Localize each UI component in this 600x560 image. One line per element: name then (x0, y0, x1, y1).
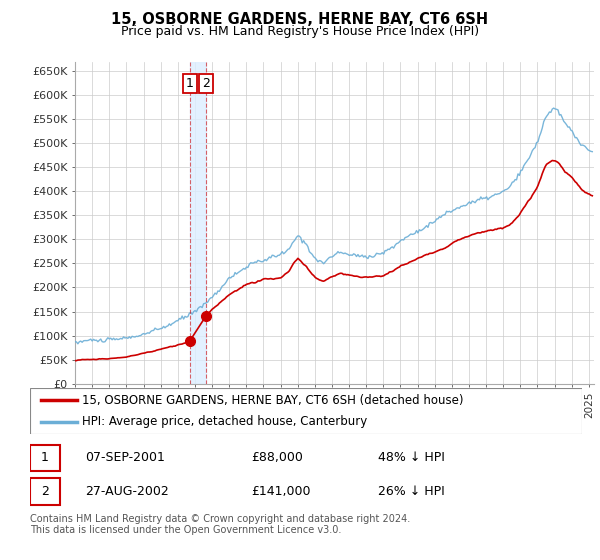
Text: 1: 1 (41, 451, 49, 464)
Text: £141,000: £141,000 (251, 485, 310, 498)
Text: 2: 2 (41, 485, 49, 498)
Bar (30, 478, 61, 505)
Text: 15, OSBORNE GARDENS, HERNE BAY, CT6 6SH (detached house): 15, OSBORNE GARDENS, HERNE BAY, CT6 6SH … (82, 394, 464, 407)
Text: 27-AUG-2002: 27-AUG-2002 (85, 485, 169, 498)
Text: Price paid vs. HM Land Registry's House Price Index (HPI): Price paid vs. HM Land Registry's House … (121, 25, 479, 38)
Text: 15, OSBORNE GARDENS, HERNE BAY, CT6 6SH: 15, OSBORNE GARDENS, HERNE BAY, CT6 6SH (112, 12, 488, 27)
Bar (30, 445, 61, 471)
Text: 07-SEP-2001: 07-SEP-2001 (85, 451, 165, 464)
Text: 26% ↓ HPI: 26% ↓ HPI (378, 485, 445, 498)
Text: HPI: Average price, detached house, Canterbury: HPI: Average price, detached house, Cant… (82, 415, 368, 428)
Text: 48% ↓ HPI: 48% ↓ HPI (378, 451, 445, 464)
Bar (190, 62, 206, 384)
Text: 1: 1 (185, 77, 194, 90)
Text: £88,000: £88,000 (251, 451, 302, 464)
Text: Contains HM Land Registry data © Crown copyright and database right 2024.
This d: Contains HM Land Registry data © Crown c… (30, 514, 410, 535)
Text: 2: 2 (202, 77, 210, 90)
